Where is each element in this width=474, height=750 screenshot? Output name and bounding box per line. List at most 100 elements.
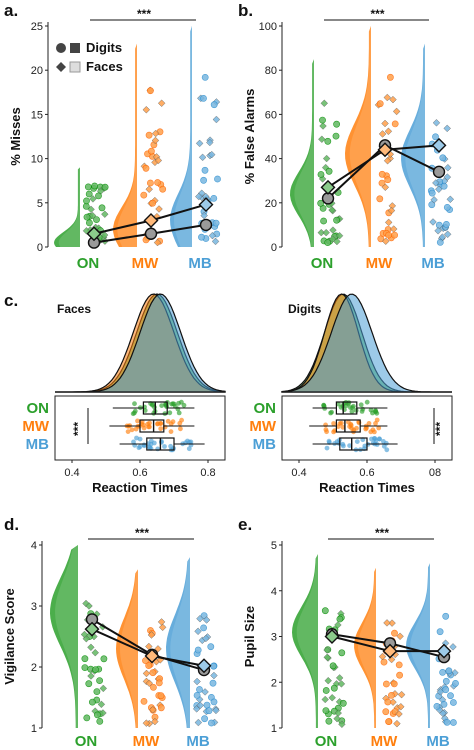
- legend-digits-swatch: [70, 43, 80, 53]
- raw-point-MW: [142, 657, 149, 664]
- raw-diamond-MB: [193, 677, 201, 686]
- raw-point-MB: [196, 686, 203, 693]
- raw-diamond-MB: [438, 233, 447, 241]
- legend-diamond-marker: [56, 62, 66, 72]
- raw-point-MB: [442, 686, 450, 694]
- rt-point-MB: [136, 445, 142, 451]
- raw-diamond-MW: [142, 669, 151, 678]
- raw-point-ON: [98, 204, 106, 212]
- raw-point-MB: [443, 203, 451, 211]
- y-axis-label: Vigilance Score: [2, 588, 17, 685]
- raw-point-ON: [322, 687, 330, 694]
- rt-point-ON: [348, 405, 353, 410]
- raw-point-ON: [83, 213, 91, 221]
- rt-point-MW: [331, 421, 336, 426]
- rt-point-MW: [125, 429, 131, 434]
- raw-diamond-MB: [451, 669, 459, 677]
- raw-point-MB: [432, 133, 439, 141]
- raw-diamond-MB: [194, 718, 203, 727]
- raw-diamond-MW: [154, 645, 162, 653]
- raw-point-ON: [95, 192, 102, 200]
- significance-label: ***: [71, 422, 85, 436]
- raw-diamond-MB: [195, 139, 204, 148]
- raw-point-MB: [212, 219, 220, 227]
- cloud-MW-1: [120, 569, 138, 728]
- y-tick-label: 5: [37, 198, 43, 210]
- raw-point-ON: [100, 655, 108, 663]
- raw-diamond-MB: [446, 195, 455, 204]
- raw-diamond-MB: [443, 230, 452, 239]
- raw-diamond-MB: [212, 706, 220, 715]
- rt-point-MB: [372, 436, 378, 441]
- raw-point-MW: [380, 658, 388, 666]
- raw-diamond-MW: [151, 129, 160, 138]
- raw-point-ON: [84, 183, 92, 191]
- raw-diamond-ON: [334, 709, 343, 717]
- raw-point-MB: [445, 667, 453, 675]
- rt-point-ON: [130, 411, 136, 417]
- panel-subtitle: Faces: [57, 302, 91, 316]
- y-axis-label: % Misses: [8, 107, 23, 166]
- raw-point-MW: [390, 680, 398, 688]
- raw-point-ON: [317, 171, 325, 178]
- rt-point-MW: [363, 426, 369, 432]
- raw-point-MW: [140, 698, 148, 705]
- raw-point-MW: [145, 662, 153, 669]
- x-axis-label: Reaction Times: [319, 480, 415, 495]
- raw-point-MB: [200, 624, 207, 632]
- raw-diamond-ON: [328, 235, 337, 243]
- raw-diamond-MB: [443, 124, 451, 133]
- raw-point-MW: [391, 629, 398, 637]
- legend-digits-label: Digits: [86, 40, 122, 55]
- raw-point-MW: [149, 684, 157, 691]
- mean-marker-faces: [84, 621, 100, 637]
- raw-diamond-MW: [378, 130, 387, 138]
- category-label-MW: MW: [366, 255, 393, 272]
- raw-point-MB: [198, 233, 205, 241]
- rt-point-MW: [349, 426, 354, 431]
- significance-label: ***: [137, 7, 151, 21]
- raw-point-ON: [338, 649, 346, 657]
- raw-diamond-MW: [389, 225, 398, 233]
- raw-point-MB: [443, 719, 451, 726]
- significance-label: ***: [375, 526, 389, 540]
- panel-letter: a.: [4, 1, 18, 20]
- significance-label: ***: [433, 422, 447, 436]
- raw-point-ON: [83, 714, 91, 722]
- y-tick-label: 100: [259, 21, 277, 33]
- y-tick-label: 40: [265, 154, 277, 166]
- raw-point-MB: [433, 703, 441, 710]
- raw-diamond-MW: [392, 107, 401, 116]
- raw-diamond-MW: [378, 652, 387, 661]
- raw-point-MW: [384, 176, 392, 184]
- raw-point-MW: [157, 704, 165, 712]
- rt-point-MB: [137, 436, 143, 442]
- rt-point-MW: [354, 425, 359, 431]
- raw-point-MB: [210, 662, 217, 670]
- significance-label: ***: [370, 7, 384, 21]
- x-tick-label: 08: [429, 467, 441, 479]
- rt-point-MW: [178, 426, 183, 432]
- raw-point-MB: [200, 176, 207, 184]
- category-label-ON: ON: [311, 255, 334, 272]
- raw-diamond-MB: [434, 227, 442, 235]
- rt-point-MW: [376, 425, 382, 431]
- raw-point-ON: [96, 718, 104, 725]
- raw-diamond-ON: [324, 676, 332, 685]
- mean-marker-faces: [86, 226, 102, 242]
- raw-diamond-MW: [389, 95, 397, 104]
- raw-diamond-MB: [432, 179, 440, 187]
- raw-diamond-MB: [212, 115, 221, 124]
- raw-point-ON: [319, 116, 326, 124]
- panel-letter: d.: [4, 515, 19, 534]
- y-tick-label: 1: [271, 723, 277, 735]
- raw-point-MB: [203, 701, 211, 709]
- legend-faces-swatch: [69, 61, 81, 73]
- raw-diamond-ON: [335, 674, 344, 682]
- raw-point-MW: [378, 179, 386, 187]
- category-label-MB: MB: [421, 255, 444, 272]
- y-tick-label: 15: [31, 109, 43, 121]
- raw-point-MW: [384, 698, 392, 706]
- raw-diamond-MW: [142, 719, 151, 727]
